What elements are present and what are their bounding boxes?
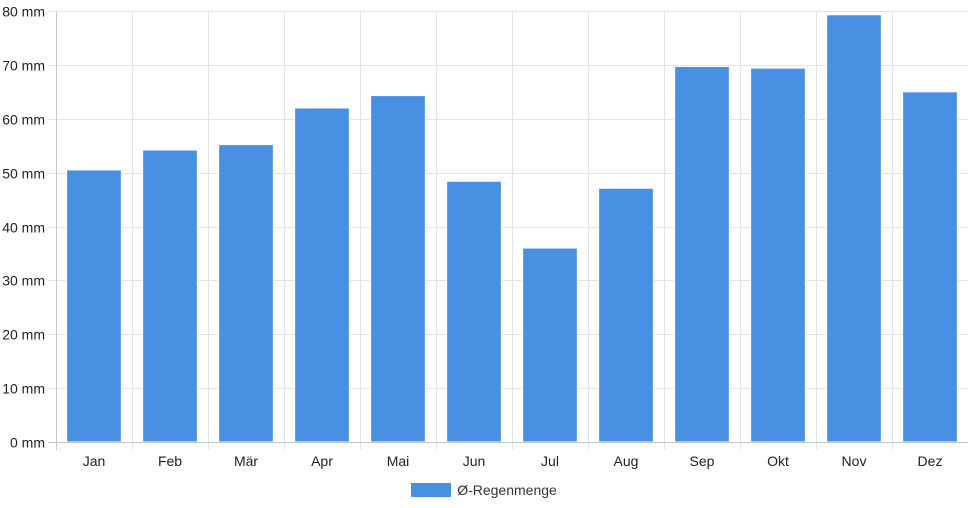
grid-lines — [48, 11, 968, 450]
x-tick-label: Feb — [158, 453, 182, 469]
y-tick-label: 70 mm — [2, 58, 45, 74]
bars — [66, 14, 958, 443]
bar-mai[interactable] — [370, 95, 426, 443]
y-tick-label: 80 mm — [2, 4, 45, 20]
x-tick-labels: Jan Feb Mär Apr Mai Jun Jul Aug Sep Okt Nov Dez — [83, 453, 943, 469]
y-tick-label: 50 mm — [2, 166, 45, 182]
y-tick-label: 30 mm — [2, 273, 45, 289]
x-tick-label: Dez — [918, 453, 943, 469]
bar-jan[interactable] — [66, 169, 122, 443]
bar-feb[interactable] — [142, 149, 198, 443]
bar-sep[interactable] — [674, 65, 730, 443]
y-tick-label: 0 mm — [10, 435, 45, 451]
bar-mär[interactable] — [218, 144, 274, 443]
x-tick-label: Aug — [614, 453, 639, 469]
bar-dez[interactable] — [902, 91, 958, 443]
y-tick-labels: 0 mm 10 mm 20 mm 30 mm 40 mm 50 mm 60 mm 70 mm 8… — [2, 4, 45, 451]
x-tick-label: Jul — [541, 453, 559, 469]
bar-aug[interactable] — [598, 187, 654, 443]
x-tick-label: Apr — [311, 453, 333, 469]
legend-item[interactable]: Ø-Regenmenge — [411, 482, 557, 498]
x-tick-label: Sep — [690, 453, 715, 469]
x-tick-label: Jun — [463, 453, 486, 469]
bar-jun[interactable] — [446, 180, 502, 443]
legend-swatch — [411, 483, 452, 497]
y-tick-label: 40 mm — [2, 220, 45, 236]
x-tick-label: Nov — [842, 453, 867, 469]
bar-nov[interactable] — [826, 14, 882, 443]
x-tick-label: Jan — [83, 453, 106, 469]
bar-apr[interactable] — [294, 107, 350, 443]
y-tick-label: 10 mm — [2, 381, 45, 397]
bar-okt[interactable] — [750, 67, 806, 443]
x-tick-label: Okt — [767, 453, 789, 469]
legend: Ø-Regenmenge — [0, 478, 968, 502]
x-tick-label: Mär — [234, 453, 258, 469]
y-tick-label: 60 mm — [2, 112, 45, 128]
bar-jul[interactable] — [522, 247, 578, 443]
axes — [48, 11, 968, 450]
x-tick-label: Mai — [387, 453, 410, 469]
legend-label: Ø-Regenmenge — [457, 482, 557, 498]
y-tick-label: 20 mm — [2, 327, 45, 343]
